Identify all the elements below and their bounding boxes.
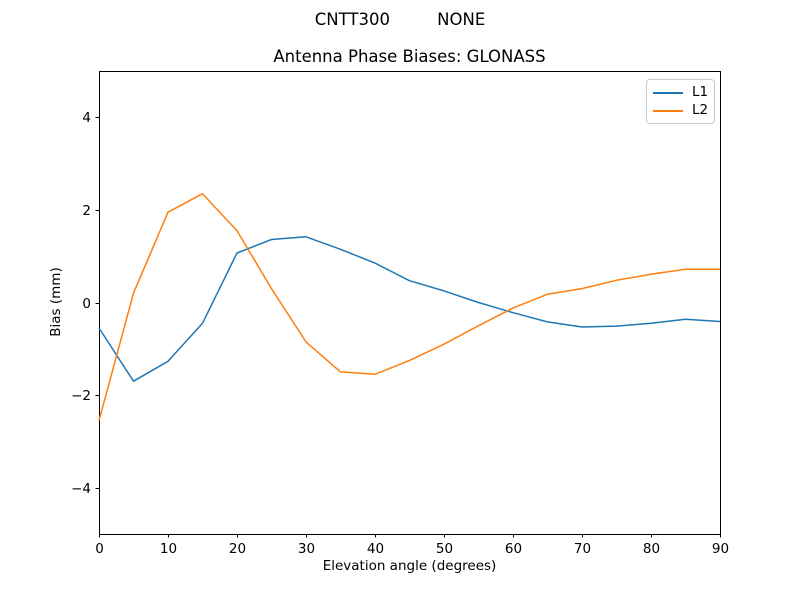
plot-border (99, 71, 721, 535)
x-tick-label: 90 (712, 541, 729, 557)
series-line-l1 (98, 236, 721, 382)
x-tick-label: 40 (367, 541, 384, 557)
y-tick-label: 2 (82, 203, 91, 219)
l1-line-sample-icon (653, 92, 683, 94)
legend-item-l1: L1 (653, 84, 714, 102)
series-line-l2 (98, 192, 720, 421)
x-tick-label: 30 (298, 541, 315, 557)
legend: L1 L2 (646, 79, 715, 124)
x-tick-label: 50 (436, 541, 453, 557)
x-tick-label: 20 (229, 541, 246, 557)
y-tick-label: 0 (82, 296, 91, 312)
x-axis-label: Elevation angle (degrees) (322, 558, 497, 574)
x-tick-label: 10 (160, 541, 177, 557)
l2-line-sample-icon (653, 110, 683, 112)
figure-suptitle: CNTT300 NONE (314, 10, 486, 29)
x-tick-label: 80 (643, 541, 660, 557)
y-axis-label: Bias (mm) (48, 267, 64, 337)
y-tick-label: −2 (71, 388, 91, 404)
x-tick-label: 60 (505, 541, 522, 557)
legend-label-l1: L1 (692, 84, 709, 101)
chart-title: Antenna Phase Biases: GLONASS (273, 47, 546, 66)
y-tick-label: −4 (71, 481, 91, 497)
legend-item-l2: L2 (653, 102, 714, 120)
legend-label-l2: L2 (692, 102, 709, 119)
x-tick-label: 70 (574, 541, 591, 557)
x-tick-label: 0 (95, 541, 104, 557)
y-tick-label: 4 (82, 110, 91, 126)
